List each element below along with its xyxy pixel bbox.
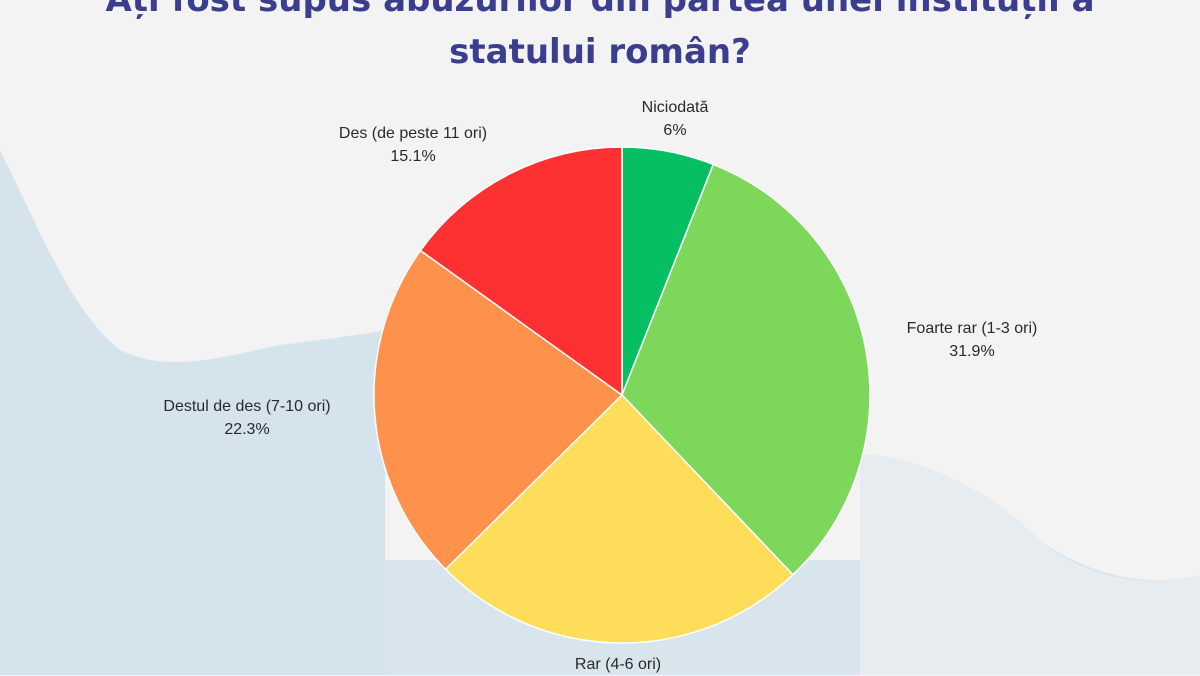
chart-title-line-1: Ați fost supus abuzurilor din partea une… [105,0,1095,20]
pie-slice-4 [419,146,623,397]
pie-slice-3 [373,249,624,571]
slice-label-value: 15.1% [390,148,436,165]
slice-label-0: Niciodată 6% [642,96,709,142]
background-wave-left [0,150,385,675]
background-wave-right [860,455,1200,675]
slice-label-1: Foarte rar (1-3 ori) 31.9% [907,317,1038,363]
pie-slice-1 [621,163,871,576]
slice-label-name: Foarte rar (1-3 ori) [906,320,1038,337]
pie-slice-2 [444,393,794,644]
slice-label-2: Rar (4-6 ori) [575,653,661,676]
slice-label-value: 6% [663,122,687,139]
slice-label-name: Niciodată [641,99,709,116]
slice-label-name: Destul de des (7-10 ori) [163,398,331,415]
slice-label-value: 31.9% [949,343,995,360]
slice-label-4: Des (de peste 11 ori) 15.1% [339,122,487,168]
slice-label-value: 22.3% [224,421,270,438]
slice-label-name: Rar (4-6 ori) [574,656,662,673]
slice-label-3: Destul de des (7-10 ori) 22.3% [163,395,330,441]
slice-label-name: Des (de peste 11 ori) [338,125,488,142]
chart-title-line-2: statului român? [449,32,751,72]
